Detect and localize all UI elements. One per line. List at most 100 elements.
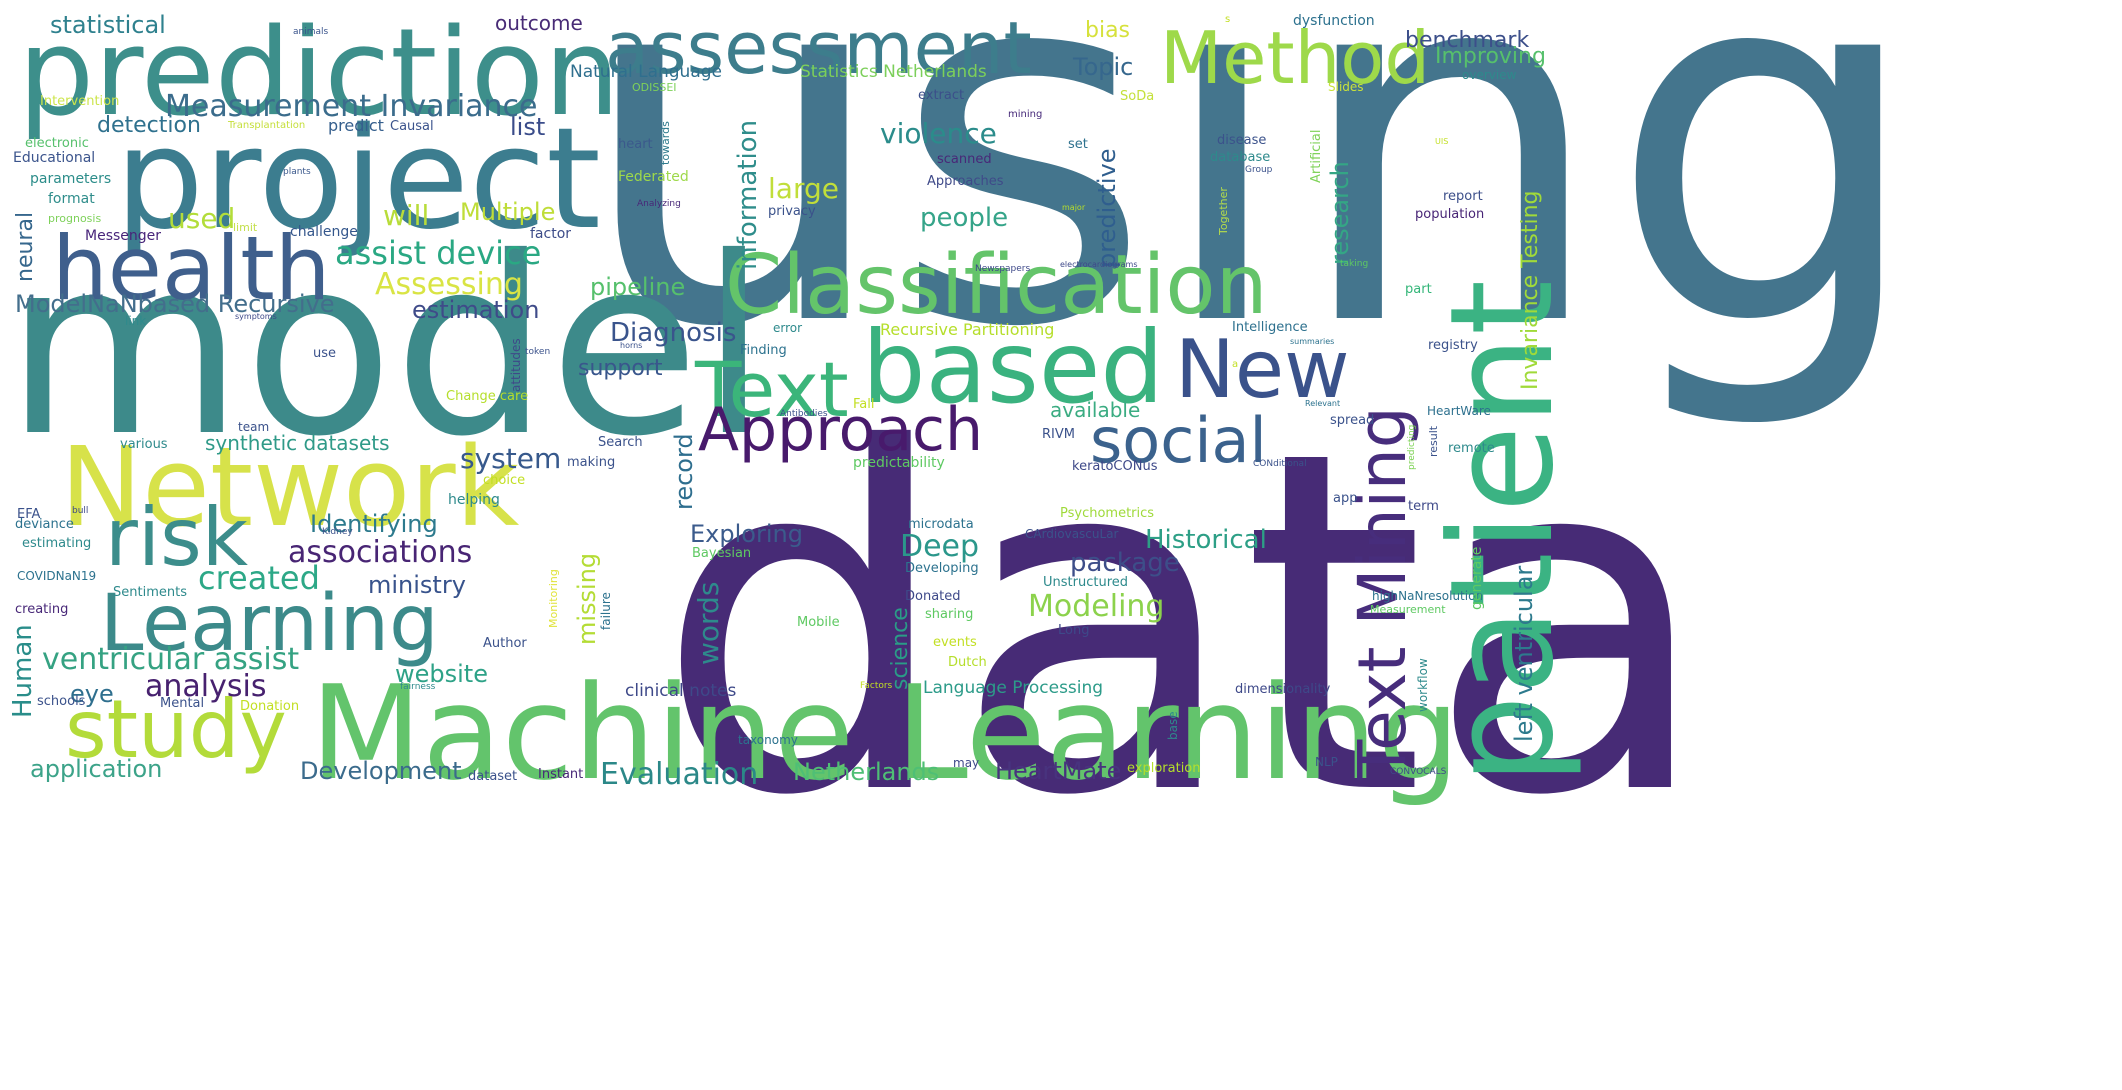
word-assessment: assessment (605, 6, 1032, 90)
word-highnanresolution: highNaNresolution (1372, 589, 1484, 603)
word-challenge: challenge (290, 224, 358, 240)
word-bull: bull (72, 506, 89, 516)
word-newspapers: Newspapers (975, 264, 1031, 274)
word-application: application (30, 755, 163, 783)
word-used: used (168, 202, 236, 235)
word-limit: limit (233, 221, 258, 234)
word-workflow: workflow (1416, 658, 1430, 712)
word-dataset: dataset (468, 769, 518, 784)
word-app: app (1333, 491, 1358, 506)
word-neural: neural (13, 211, 38, 282)
word-privacy: privacy (768, 204, 816, 219)
word-left-ventricular: left ventricular (1510, 565, 1538, 742)
word-statistical: statistical (50, 11, 166, 39)
word-natural-language: Natural Language (570, 62, 723, 82)
word-recursive-partitioning: Recursive Partitioning (880, 320, 1055, 339)
word-donation: Donation (240, 699, 300, 714)
word-heartmate: HeartMate (995, 757, 1122, 785)
word-odissei: ODISSEI (632, 81, 677, 94)
word-predict: predict (328, 116, 384, 135)
word-keratoconus: keratoCONus (1072, 459, 1158, 474)
word-link: link (125, 314, 147, 328)
word-study: study (65, 683, 287, 776)
word-assessing: Assessing (375, 267, 523, 302)
word-statistics-netherlands: Statistics Netherlands (800, 62, 987, 82)
word-approaches: Approaches (927, 174, 1004, 189)
word-text: Text (695, 345, 849, 434)
word-microdata: microdata (908, 517, 974, 532)
word-deep: Deep (900, 529, 980, 564)
word-ventricular-assist: ventricular assist (42, 642, 300, 677)
word-format: format (48, 191, 95, 207)
word-mobile: Mobile (797, 615, 840, 630)
word-relevant: Relevant (1305, 399, 1341, 408)
word-development: Development (300, 757, 462, 785)
word-measurement: Measurement (1370, 603, 1446, 616)
word-eye: eye (70, 680, 114, 708)
word-model: model (5, 205, 768, 490)
word-disease: disease (1217, 133, 1267, 148)
word-clinical-notes: clinical notes (625, 681, 737, 701)
word-people: people (920, 203, 1009, 233)
word-instant: Instant (538, 767, 584, 782)
word-kidney: Kidney (322, 527, 353, 537)
word-classification: Classification (725, 238, 1268, 333)
word-uis: UIS (1435, 137, 1449, 146)
word-helping: helping (448, 492, 500, 508)
word-transplantation: Transplantation (228, 120, 306, 131)
word-team: team (238, 420, 270, 434)
word-attitudes: attitudes (509, 338, 523, 392)
word-towards: towards (659, 121, 672, 165)
word-spread: spread (1330, 413, 1375, 428)
word-parameters: parameters (30, 171, 112, 187)
word-data: data (655, 351, 1714, 898)
word-estimation: estimation (412, 296, 540, 324)
word-topic: Topic (1073, 53, 1134, 81)
word-events: events (933, 635, 977, 650)
word-information: information (733, 119, 763, 270)
word-record: record (670, 433, 698, 510)
word-electronic: electronic (25, 136, 89, 151)
word-exploration: exploration (1127, 761, 1201, 776)
word-dysfunction: dysfunction (1293, 13, 1375, 29)
word-various: various (120, 437, 168, 452)
word-s: s (1225, 14, 1231, 25)
word-netherlands: Netherlands (793, 758, 940, 786)
word-finding: Finding (740, 343, 787, 358)
word-based: based (862, 309, 1164, 426)
word-schools: schools (37, 694, 86, 709)
word-invariance-testing: Invariance Testing (1518, 190, 1543, 390)
word-large: large (768, 172, 839, 205)
word-predicting: predicting (1407, 424, 1417, 470)
word-exploring: Exploring (690, 520, 803, 548)
word-associations: associations (288, 535, 473, 570)
word-system: system (460, 442, 562, 475)
word-estimating: estimating (22, 536, 92, 551)
word-unstructured: Unstructured (1043, 575, 1129, 590)
word-failure: failure (599, 592, 613, 630)
word-conditional: CONditional (1253, 459, 1307, 469)
word-educational: Educational (13, 150, 96, 166)
word-term: term (1408, 499, 1439, 514)
word-approach: Approach (698, 395, 984, 465)
word-horns: horns (620, 341, 643, 350)
word-historical: Historical (1145, 525, 1267, 555)
word-mental: Mental (160, 696, 205, 711)
word-overview: overview (1462, 68, 1517, 82)
word-electrocardiograms: electrocardiograms (1060, 260, 1138, 269)
word-bias: bias (1085, 18, 1131, 43)
word-project: project (115, 98, 601, 261)
word-social: social (1090, 404, 1267, 477)
word-list: list (510, 113, 546, 141)
word-search: Search (598, 435, 643, 450)
word-population: population (1415, 207, 1485, 222)
word-ministry: ministry (368, 571, 466, 599)
word-fall: Fall (853, 397, 875, 412)
word-assist-device: assist device (335, 234, 542, 272)
word-bayesian: Bayesian (692, 546, 752, 561)
word-analysis: analysis (145, 669, 267, 704)
word-major: major (1062, 203, 1086, 212)
word-health: health (52, 217, 331, 320)
word-sharing: sharing (925, 607, 974, 622)
word-efa: EFA (17, 507, 41, 522)
